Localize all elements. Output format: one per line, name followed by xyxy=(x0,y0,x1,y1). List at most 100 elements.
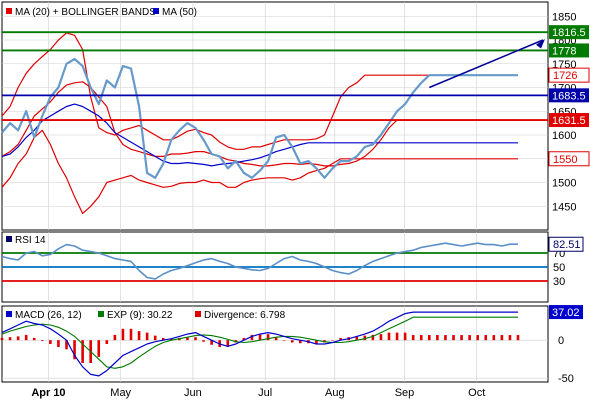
x-axis-label: Jul xyxy=(258,387,272,399)
rsi-level-label: 30 xyxy=(553,276,565,288)
macd-y-tick-label: -50 xyxy=(558,373,574,385)
legend-swatch xyxy=(6,8,12,14)
value-tag-label: 1726 xyxy=(553,70,577,82)
level-tag-1816.5 xyxy=(549,25,589,40)
macd-divergence-bar xyxy=(73,340,76,360)
bollinger-lower-band-line xyxy=(1,129,518,214)
macd-divergence-bar xyxy=(41,340,44,341)
macd-divergence-bar xyxy=(258,334,262,341)
macd-panel-frame xyxy=(1,305,549,383)
macd-divergence-bar xyxy=(16,336,20,341)
price-y-tick-label: 1450 xyxy=(552,201,576,213)
macd-legend-label: MACD (26, 12) xyxy=(15,310,82,321)
x-axis-label: Aug xyxy=(325,387,345,399)
x-axis-label: Oct xyxy=(468,387,485,399)
macd-divergence-bar xyxy=(266,334,270,341)
macd-current-label: 37.02 xyxy=(552,307,580,319)
macd-divergence-bar xyxy=(97,340,101,357)
rsi-legend-label: RSI 14 xyxy=(15,235,46,246)
macd-y-tick-label: 0 xyxy=(558,335,564,347)
macd-divergence-bar xyxy=(113,334,117,341)
level-tag-label: 1778 xyxy=(552,45,576,57)
macd-divergence-bar xyxy=(24,334,28,341)
macd-divergence-bar xyxy=(460,335,463,341)
macd-divergence-bar xyxy=(436,335,439,341)
macd-divergence-bar xyxy=(242,337,246,341)
rsi-current-tag xyxy=(548,236,584,252)
macd-divergence-bar xyxy=(8,337,12,341)
macd-divergence-bar xyxy=(226,340,230,348)
macd-divergence-bar xyxy=(492,335,496,341)
x-axis-label: May xyxy=(110,387,131,399)
macd-divergence-bar xyxy=(355,336,359,341)
legend-label: MA (20) + BOLLINGER BANDS xyxy=(15,7,156,18)
value-tag-label: 1550 xyxy=(553,154,577,166)
trend-arrow-head xyxy=(536,39,545,49)
macd-divergence-bar xyxy=(508,335,512,341)
macd-current-tag xyxy=(549,305,583,320)
macd-divergence-bar xyxy=(65,340,68,350)
ma20-line xyxy=(1,81,518,167)
macd-divergence-bar xyxy=(81,340,84,363)
level-tag-1683.5 xyxy=(549,88,589,103)
macd-divergence-bar xyxy=(403,332,407,341)
macd-divergence-bar xyxy=(476,335,479,341)
rsi-line xyxy=(1,242,518,280)
macd-divergence-bar xyxy=(210,340,213,345)
macd-divergence-bar xyxy=(468,335,471,341)
macd-divergence-bar xyxy=(57,340,60,348)
macd-legend-swatch xyxy=(98,311,104,317)
value-tag-1550 xyxy=(548,151,590,167)
macd-divergence-bar xyxy=(282,340,286,341)
price-y-tick-label: 1600 xyxy=(552,130,576,142)
macd-signal-line xyxy=(1,316,518,369)
price-panel-frame xyxy=(1,1,549,231)
value-tag-1726 xyxy=(548,67,590,83)
macd-divergence-bar xyxy=(299,340,302,344)
macd-line xyxy=(1,311,518,377)
macd-divergence-bar xyxy=(444,335,447,341)
macd-divergence-bar xyxy=(105,340,109,344)
macd-divergence-bar xyxy=(194,337,197,341)
macd-divergence-bar xyxy=(331,340,334,341)
rsi-level-label: 50 xyxy=(553,262,565,274)
rsi-current-label: 82.51 xyxy=(553,239,581,251)
rsi-legend-swatch xyxy=(6,236,12,242)
macd-divergence-bar xyxy=(339,337,342,341)
price-line xyxy=(1,57,518,179)
legend-swatch xyxy=(153,8,159,14)
level-tag-label: 1816.5 xyxy=(552,27,586,39)
macd-divergence-bar xyxy=(153,335,157,341)
macd-divergence-bar xyxy=(428,335,431,341)
macd-divergence-bar xyxy=(363,335,367,341)
macd-divergence-bar xyxy=(419,335,423,341)
x-axis-label: Jun xyxy=(184,387,202,399)
macd-divergence-bar xyxy=(129,328,133,341)
macd-divergence-bar xyxy=(170,338,173,341)
macd-divergence-bar xyxy=(186,337,189,341)
macd-divergence-bar xyxy=(202,340,205,342)
legend-label: MA (50) xyxy=(162,7,197,18)
macd-divergence-bar xyxy=(161,337,165,341)
macd-divergence-bar xyxy=(395,332,399,341)
macd-divergence-bar xyxy=(290,340,294,343)
ma50-line xyxy=(1,103,518,167)
level-tag-1778 xyxy=(549,43,589,58)
macd-legend-swatch xyxy=(6,311,12,317)
macd-divergence-bar xyxy=(387,332,391,341)
trend-arrow-line xyxy=(429,39,544,89)
macd-legend-label: EXP (9): 30.22 xyxy=(107,310,173,321)
macd-divergence-bar xyxy=(274,337,278,341)
macd-legend-label: Divergence: 6.798 xyxy=(204,310,286,321)
price-y-tick-label: 1850 xyxy=(552,11,576,23)
level-tag-label: 1631.5 xyxy=(552,115,586,127)
macd-divergence-bar xyxy=(371,334,375,341)
macd-divergence-bar xyxy=(379,334,383,341)
macd-divergence-bar xyxy=(49,340,52,344)
level-tag-1631.5 xyxy=(549,113,589,128)
price-y-tick-label: 1500 xyxy=(552,178,576,190)
macd-divergence-bar xyxy=(500,335,504,341)
macd-divergence-bar xyxy=(0,337,4,341)
macd-divergence-bar xyxy=(315,340,318,344)
macd-divergence-bar xyxy=(452,335,455,341)
